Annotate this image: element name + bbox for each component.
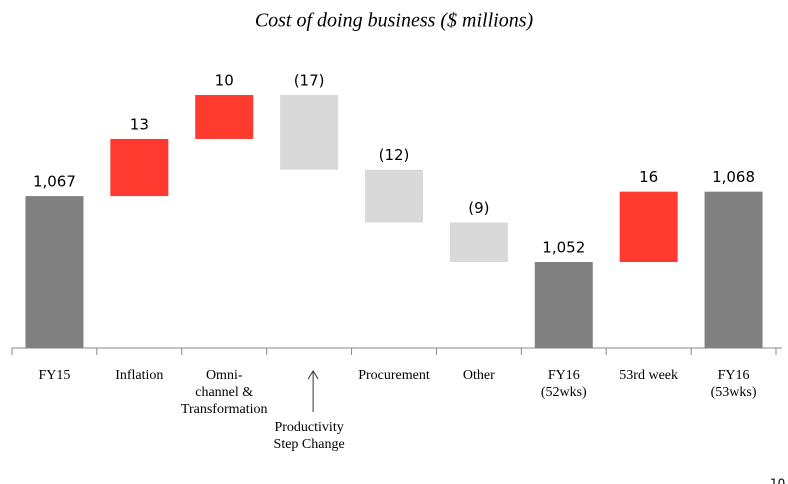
page-number: 10 (770, 477, 785, 484)
x-tick-label: Productivity Step Change (273, 420, 345, 452)
bar (619, 191, 678, 262)
x-tick-label: Procurement (358, 368, 430, 383)
chart-title: Cost of doing business ($ millions) (255, 10, 534, 32)
bar (534, 262, 593, 348)
value-label: (12) (379, 146, 410, 164)
value-label: (9) (468, 199, 489, 217)
bar (25, 196, 84, 348)
bar (280, 95, 339, 170)
x-tick-label: 53rd week (619, 368, 678, 383)
x-tick-label: Other (462, 368, 495, 383)
bar (704, 191, 763, 348)
value-label: 10 (215, 72, 234, 90)
x-tick-label: FY15 (38, 368, 71, 383)
bar (365, 169, 423, 223)
bar (110, 138, 169, 197)
annotation-arrowhead (307, 370, 319, 380)
bar (195, 95, 254, 139)
value-label: (17) (294, 72, 325, 90)
x-tick-label: FY16 (53wks) (710, 368, 757, 400)
x-tick-label: Inflation (115, 368, 164, 383)
value-label: 16 (639, 168, 658, 186)
value-label: 1,068 (712, 168, 755, 186)
x-tick-label: FY16 (52wks) (540, 368, 587, 400)
x-tick-label: Omni- channel & Transformation (180, 368, 268, 417)
bar (449, 222, 508, 262)
value-label: 13 (130, 115, 149, 133)
value-label: 1,052 (542, 239, 585, 257)
value-label: 1,067 (33, 173, 76, 191)
